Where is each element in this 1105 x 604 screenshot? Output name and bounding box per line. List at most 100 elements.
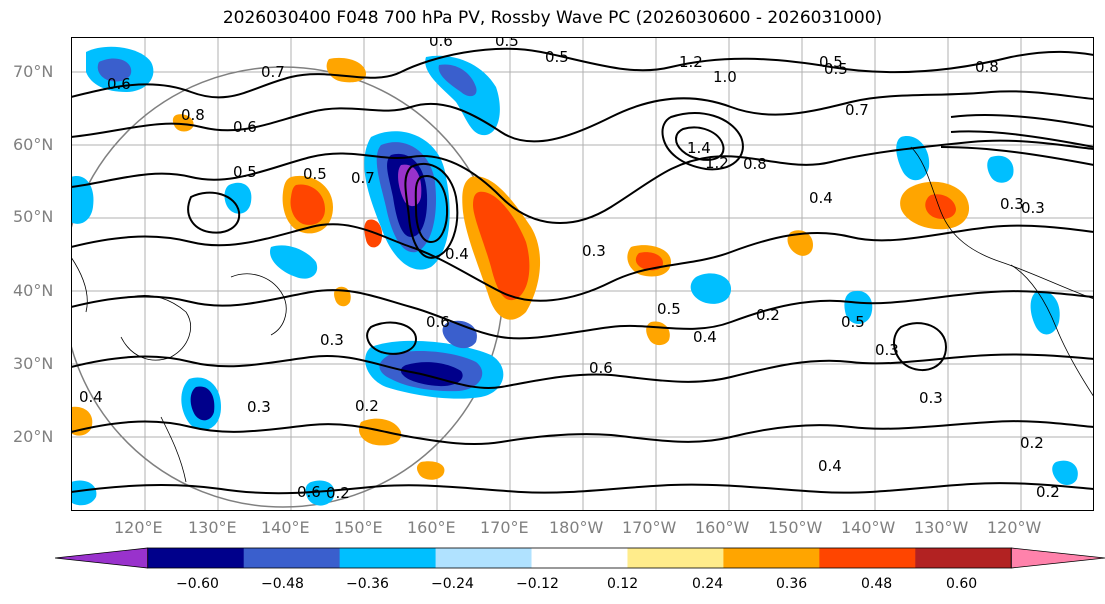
- colorbar-tick: −0.24: [431, 576, 474, 592]
- contour-label: 0.6: [429, 37, 453, 50]
- contour-label: 0.6: [589, 359, 613, 377]
- contour-label: 1.4: [687, 139, 711, 157]
- contour-label: 0.3: [320, 331, 344, 349]
- contour-label: 0.3: [1021, 199, 1045, 217]
- colorbar-extend-min: [55, 547, 149, 569]
- colorbar-segment: [147, 548, 245, 568]
- pos-anomaly-hawaii: [646, 321, 670, 346]
- lon-label-160w: 160°W: [695, 518, 750, 537]
- lat-label-30n: 30°N: [13, 354, 54, 373]
- map-panel: 0.6 0.5 0.5 1.2 0.5 0.8 0.6 0.7 0.8 0.6 …: [71, 37, 1094, 511]
- colorbar-segment: [627, 548, 724, 568]
- contour-label: 0.5: [657, 300, 681, 318]
- lon-label-140w: 140°W: [841, 518, 896, 537]
- contour-label: 0.3: [247, 398, 271, 416]
- neg-anomaly-mexico: [1052, 460, 1078, 485]
- graticule: [71, 37, 1094, 511]
- contour-label: 0.5: [233, 163, 257, 181]
- lat-label-60n: 60°N: [13, 135, 54, 154]
- lon-label-170w: 170°W: [622, 518, 677, 537]
- colorbar-segment: [723, 548, 820, 568]
- lon-label-140e: 140°E: [261, 518, 310, 537]
- neg-anomaly-south: [305, 480, 335, 506]
- colorbar-tick: 0.48: [861, 576, 893, 592]
- contour-label: 0.2: [1020, 434, 1044, 452]
- lon-label-150e: 150°E: [334, 518, 383, 537]
- colorbar-frame: [147, 547, 1012, 569]
- colorbar-tick: −0.48: [261, 576, 304, 592]
- chart-title: 2026030400 F048 700 hPa PV, Rossby Wave …: [222, 8, 883, 28]
- pos-anomaly-yakutia: [172, 114, 194, 132]
- neg-anomaly-california: [1030, 291, 1060, 335]
- contour-label: 0.6: [426, 313, 450, 331]
- contour-label: 0.5: [819, 53, 843, 71]
- neg-anomaly-hawaii-north: [690, 273, 731, 304]
- contour-label: 1.2: [705, 154, 729, 172]
- contour-label: 0.6: [107, 75, 131, 93]
- lat-label-70n: 70°N: [13, 62, 54, 81]
- contour-label: 0.7: [351, 169, 375, 187]
- contour-label: 1.0: [713, 68, 737, 86]
- lat-label-50n: 50°N: [13, 207, 54, 226]
- pos-anomaly-tropics: [416, 461, 445, 480]
- colorbar: [55, 547, 1105, 569]
- colorbar-segment: [531, 548, 628, 568]
- neg-anomaly-epac: [844, 290, 873, 324]
- neg-anomaly-siberia-core: [97, 58, 132, 82]
- contour-label: 0.4: [445, 245, 469, 263]
- lon-label-130e: 130°E: [188, 518, 237, 537]
- neg-anomaly-okhotsk: [224, 182, 252, 214]
- contour-label: 0.2: [326, 484, 350, 502]
- contour-label: 0.7: [261, 63, 285, 81]
- pos-anomaly-marianas: [358, 418, 402, 446]
- contour-label: 0.7: [845, 101, 869, 119]
- contour-label: 1.2: [679, 53, 703, 71]
- contour-label: 0.3: [875, 341, 899, 359]
- pv-map: 0.6 0.5 0.5 1.2 0.5 0.8 0.6 0.7 0.8 0.6 …: [71, 37, 1094, 511]
- colorbar-tick: −0.36: [346, 576, 389, 592]
- neg-anomaly-west-edge: [71, 176, 94, 224]
- colorbar-tick: 0.24: [692, 576, 724, 592]
- contour-label: 0.4: [809, 189, 833, 207]
- colorbar-segment: [915, 548, 1012, 568]
- neg-anomaly-bc: [987, 155, 1014, 183]
- lon-label-160e: 160°E: [407, 518, 456, 537]
- contour-label: 0.4: [693, 328, 717, 346]
- contour-label: 0.2: [355, 397, 379, 415]
- contour-label: 0.5: [303, 165, 327, 183]
- contour-label: 0.5: [545, 48, 569, 66]
- colorbar-segments: [55, 547, 1105, 569]
- contour-label: 0.5: [495, 37, 519, 50]
- neg-anomaly-philippine-core: [190, 386, 215, 421]
- pv-contours: [71, 47, 1094, 495]
- lat-label-20n: 20°N: [13, 427, 54, 446]
- pos-anomaly-dateline-core: [473, 191, 530, 301]
- pos-anomaly-kuril-core: [290, 184, 325, 225]
- pos-anomaly-east-pac: [787, 230, 813, 256]
- lon-label-120w: 120°W: [987, 518, 1042, 537]
- colorbar-tick: 0.12: [607, 576, 639, 592]
- contour-label: 0.3: [1000, 195, 1024, 213]
- contour-label: 0.8: [975, 58, 999, 76]
- colorbar-segment: [339, 548, 437, 568]
- contour-labels: 0.6 0.5 0.5 1.2 0.5 0.8 0.6 0.7 0.8 0.6 …: [79, 37, 1060, 502]
- contour-label: 0.5: [841, 313, 865, 331]
- lon-label-180w: 180°W: [549, 518, 604, 537]
- pos-anomaly-pnw-core: [925, 194, 956, 219]
- contour-label: 0.8: [181, 106, 205, 124]
- contour-label: 0.5: [824, 60, 848, 78]
- colorbar-extend-max: [1010, 547, 1105, 569]
- contour-label: 0.6: [297, 483, 321, 501]
- neg-anomaly-japan: [270, 245, 318, 279]
- contour-label: 0.2: [756, 306, 780, 324]
- contour-label: 0.4: [818, 457, 842, 475]
- colorbar-segment: [819, 548, 916, 568]
- colorbar-segment: [435, 548, 533, 568]
- lon-label-170e: 170°E: [480, 518, 529, 537]
- contour-label: 0.2: [1036, 483, 1060, 501]
- contour-label: 0.3: [919, 389, 943, 407]
- contour-label: 0.8: [743, 155, 767, 173]
- lon-label-150w: 150°W: [768, 518, 823, 537]
- colorbar-tick: 0.60: [946, 576, 978, 592]
- neg-anomaly-bering-core: [438, 64, 477, 97]
